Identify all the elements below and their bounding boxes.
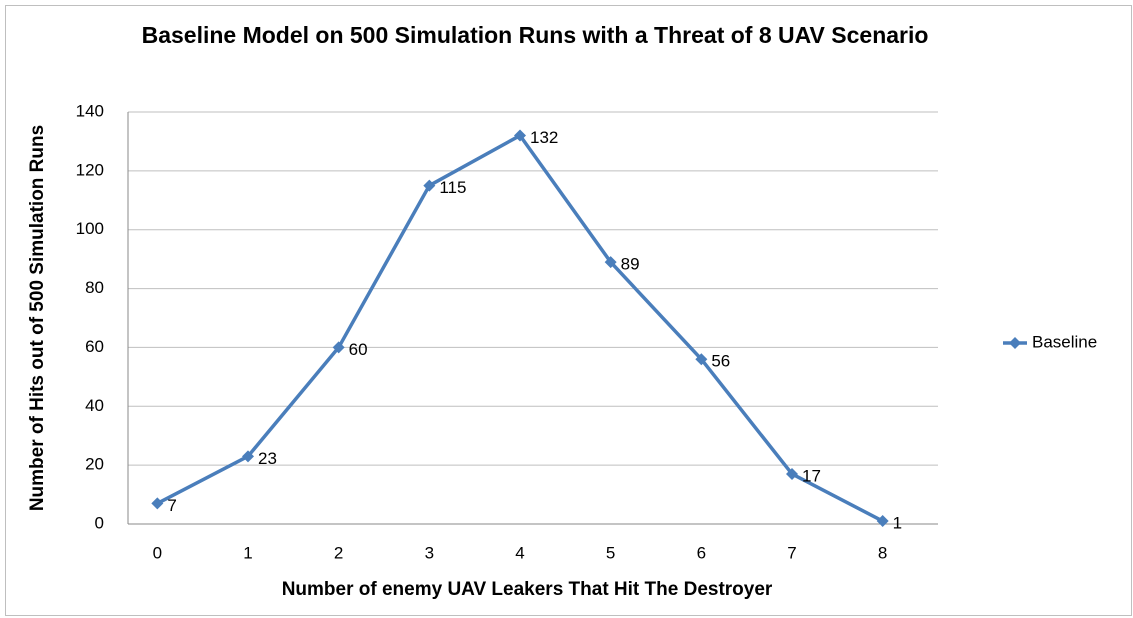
y-tick-label: 20 — [85, 455, 104, 474]
y-tick-label: 120 — [76, 160, 104, 179]
data-label: 89 — [621, 255, 640, 274]
chart-border — [5, 5, 1132, 616]
y-tick-label: 0 — [95, 513, 104, 532]
marker — [604, 256, 617, 269]
legend-label: Baseline — [1032, 332, 1097, 351]
x-tick-label: 3 — [425, 543, 434, 562]
x-tick-label: 8 — [878, 543, 887, 562]
y-tick-label: 80 — [85, 278, 104, 297]
data-label: 7 — [167, 496, 176, 515]
chart-title: Baseline Model on 500 Simulation Runs wi… — [141, 22, 929, 48]
data-label: 23 — [258, 449, 277, 468]
x-tick-label: 1 — [243, 543, 252, 562]
marker — [695, 353, 708, 366]
y-tick-label: 40 — [85, 396, 104, 415]
data-label: 115 — [439, 178, 466, 197]
data-label: 60 — [349, 340, 368, 359]
marker — [786, 467, 798, 480]
data-label: 17 — [802, 466, 821, 485]
x-tick-label: 7 — [787, 543, 796, 562]
marker — [332, 341, 345, 354]
x-tick-label: 4 — [515, 543, 524, 562]
data-label: 132 — [530, 128, 558, 147]
x-tick-label: 2 — [334, 543, 343, 562]
x-tick-label: 5 — [606, 543, 615, 562]
marker — [423, 179, 436, 192]
y-axis-label: Number of Hits out of 500 Simulation Run… — [27, 125, 48, 511]
marker — [242, 450, 254, 463]
legend-marker — [1009, 337, 1021, 349]
marker — [514, 129, 526, 142]
y-tick-label: 60 — [85, 337, 104, 356]
data-label: 1 — [893, 514, 902, 533]
x-tick-label: 6 — [697, 543, 706, 562]
y-tick-label: 140 — [76, 101, 104, 120]
y-tick-label: 100 — [76, 219, 104, 238]
data-label: 56 — [711, 352, 730, 371]
marker — [876, 515, 889, 528]
x-axis-label: Number of enemy UAV Leakers That Hit The… — [282, 579, 773, 600]
marker — [151, 497, 164, 510]
x-tick-label: 0 — [153, 543, 162, 562]
